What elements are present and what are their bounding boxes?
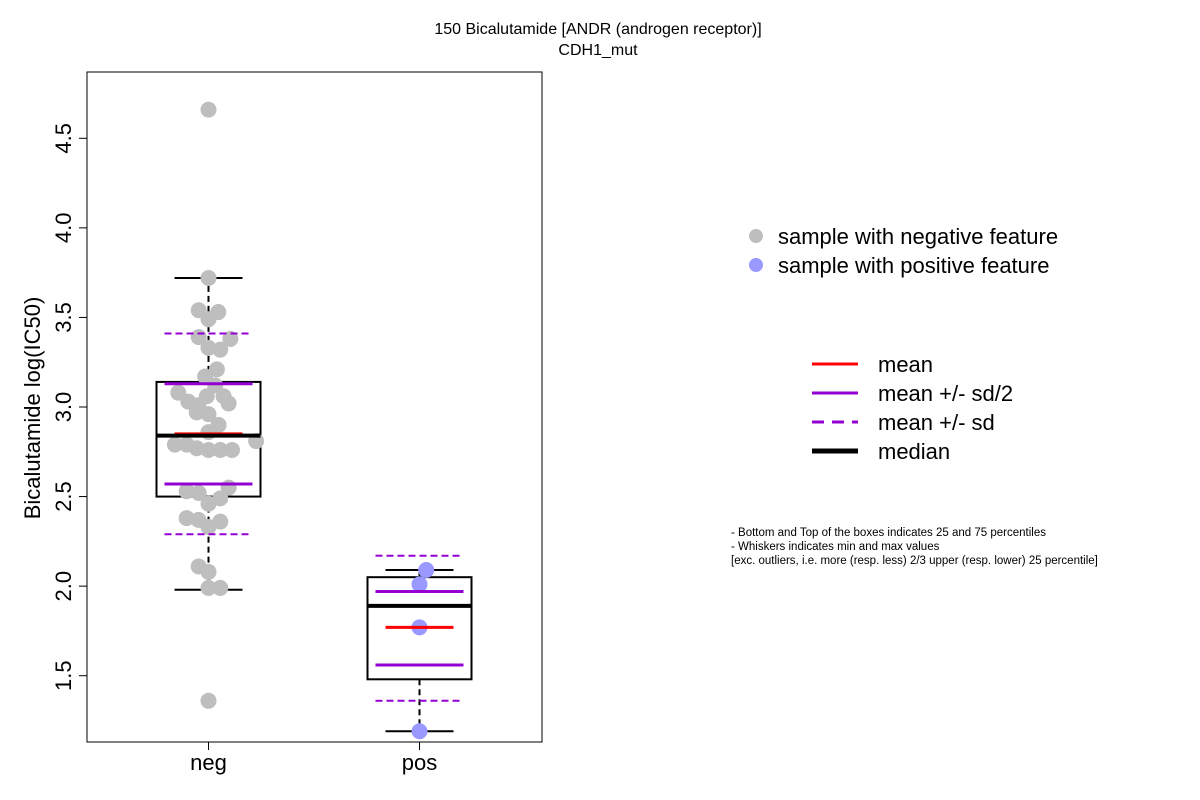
legend-label: mean xyxy=(878,352,933,377)
data-point-neg xyxy=(200,101,217,118)
plot-frame xyxy=(86,71,543,743)
legend-label: sample with positive feature xyxy=(778,253,1049,278)
data-point-neg xyxy=(188,404,205,421)
data-point-neg xyxy=(200,441,217,458)
data-point-neg xyxy=(190,484,207,501)
data-point-neg xyxy=(224,441,241,458)
data-point-neg xyxy=(200,692,217,709)
data-point-neg xyxy=(178,510,195,527)
y-tick-label: 2.5 xyxy=(51,481,76,512)
data-point-neg xyxy=(188,440,205,457)
y-tick-label: 2.0 xyxy=(51,571,76,602)
data-point-pos xyxy=(411,576,428,593)
x-tick-label: pos xyxy=(402,750,437,775)
data-point-neg xyxy=(200,495,217,512)
data-point-neg xyxy=(200,339,217,356)
data-point-neg xyxy=(212,341,229,358)
data-point-neg xyxy=(207,377,224,394)
plot-area: 1.5 2.0 2.5 3.0 3.5 4.0 4.5 neg pos xyxy=(51,101,473,775)
legend-label: median xyxy=(878,439,950,464)
data-point-neg xyxy=(178,483,195,500)
legend-label: sample with negative feature xyxy=(778,224,1058,249)
data-point-neg xyxy=(220,395,237,412)
data-point-neg xyxy=(212,441,229,458)
data-point-neg xyxy=(166,436,183,453)
x-tick-label: neg xyxy=(190,750,227,775)
y-tick-label: 3.5 xyxy=(51,302,76,333)
data-point-neg xyxy=(200,424,217,441)
legend-label: mean +/- sd/2 xyxy=(878,381,1013,406)
data-point-neg xyxy=(222,330,239,347)
y-tick-label: 4.0 xyxy=(51,213,76,244)
y-axis-label: Bicalutamide log(IC50) xyxy=(20,297,45,520)
legend-marker xyxy=(749,258,763,272)
footnote-line: - Bottom and Top of the boxes indicates … xyxy=(731,527,1046,539)
data-point-neg xyxy=(208,361,225,378)
data-point-neg xyxy=(200,406,217,423)
y-tick-label: 4.5 xyxy=(51,123,76,154)
data-point-neg xyxy=(200,311,217,328)
data-point-neg xyxy=(200,519,217,536)
chart-title: 150 Bicalutamide [ANDR (androgen recepto… xyxy=(434,21,761,38)
footnote-line: [exc. outliers, i.e. more (resp. less) 2… xyxy=(731,555,1098,567)
footnotes: - Bottom and Top of the boxes indicates … xyxy=(731,527,1098,567)
data-point-neg xyxy=(200,579,217,596)
chart-subtitle: CDH1_mut xyxy=(558,42,638,59)
legend-marker xyxy=(749,229,763,243)
data-point-neg xyxy=(212,579,229,596)
y-tick-label: 3.0 xyxy=(51,392,76,423)
legend: sample with negative feature sample with … xyxy=(749,224,1058,464)
data-point-pos xyxy=(418,562,435,579)
footnote-line: - Whiskers indicates min and max values xyxy=(731,541,940,553)
y-tick-label: 1.5 xyxy=(51,660,76,691)
data-point-pos xyxy=(411,723,428,740)
data-point-neg xyxy=(200,270,217,287)
data-point-neg xyxy=(200,563,217,580)
legend-label: mean +/- sd xyxy=(878,410,995,435)
